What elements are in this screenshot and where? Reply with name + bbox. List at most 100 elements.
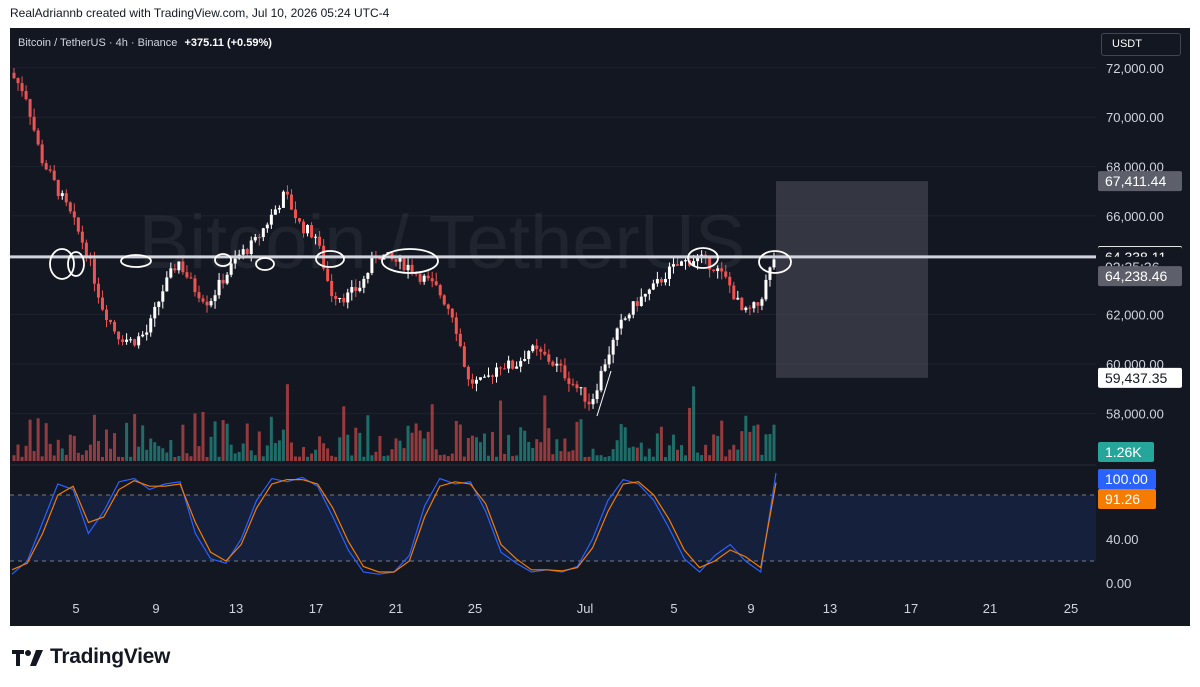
candle: [414, 273, 418, 275]
candle: [486, 375, 490, 377]
price-chart[interactable]: Bitcoin / TetherUS 72,000.00 70,000.00 68,…: [10, 28, 1190, 626]
price-label-bg: [1098, 266, 1182, 287]
candle: [531, 345, 535, 352]
candle: [655, 278, 659, 284]
touch-circle: [214, 253, 232, 267]
candle: [326, 268, 330, 281]
volume-bar: [587, 456, 591, 461]
volume-bar: [169, 440, 173, 461]
time-tick-label: 9: [152, 601, 159, 616]
candle: [145, 332, 149, 335]
candle: [306, 225, 310, 234]
candle: [507, 360, 511, 369]
candle: [474, 379, 478, 384]
volume-bar: [764, 434, 768, 461]
volume-bar: [466, 437, 470, 461]
volume-bar: [531, 447, 535, 461]
volume-bar: [611, 449, 615, 461]
volume-bar: [772, 424, 776, 461]
price-axis: 72,000.00 70,000.00 68,000.00 66,000.00 62,0…: [1106, 61, 1164, 591]
volume-bar: [293, 456, 297, 461]
volume-bar: [269, 416, 273, 461]
volume-bar: [209, 436, 213, 461]
volume-bar: [462, 456, 466, 461]
volume-bar: [724, 456, 728, 461]
candle: [362, 278, 366, 288]
candle: [60, 193, 64, 197]
candle: [696, 255, 700, 262]
currency-button[interactable]: USDT: [1101, 33, 1181, 56]
volume-label-bg: [1098, 442, 1154, 462]
volume-bar: [322, 443, 326, 461]
candle: [257, 236, 261, 238]
volume-bar: [551, 454, 555, 461]
candle: [298, 218, 302, 222]
candle: [724, 271, 728, 277]
volume-bar: [302, 446, 306, 461]
volume-bar: [663, 456, 667, 461]
volume-bar: [458, 424, 462, 461]
candle: [547, 354, 551, 362]
candle: [495, 367, 499, 377]
candle: [752, 302, 756, 309]
volume-bar: [386, 455, 390, 461]
volume-bar: [752, 425, 756, 461]
candle: [466, 366, 470, 380]
candle: [358, 287, 362, 291]
volume-bar: [756, 424, 760, 461]
volume-bar: [736, 449, 740, 461]
candle: [173, 268, 177, 271]
candle: [615, 328, 619, 340]
volume-bar: [104, 429, 108, 461]
candle: [635, 301, 639, 306]
touch-circle: [758, 250, 792, 274]
volume-bar: [491, 431, 495, 461]
volume-bar: [306, 456, 310, 461]
candle: [607, 354, 611, 365]
candle: [458, 333, 462, 347]
candle: [209, 301, 213, 306]
time-tick-label: 5: [72, 601, 79, 616]
candle: [684, 260, 688, 262]
candle: [350, 287, 354, 293]
oscillator-pane: [10, 464, 1096, 575]
candle: [80, 231, 84, 243]
candle: [567, 378, 571, 384]
candle: [728, 276, 732, 286]
candle: [109, 320, 113, 322]
candle: [559, 363, 563, 366]
volume-bar: [659, 426, 663, 461]
volume-bar: [583, 456, 587, 461]
candle: [639, 296, 643, 306]
volume-bar: [442, 454, 446, 461]
candle: [675, 264, 679, 266]
candle: [16, 78, 20, 84]
price-label: 64,238.46: [1105, 268, 1167, 284]
candle: [213, 295, 217, 302]
candles: [12, 67, 776, 411]
candle: [760, 299, 764, 306]
volume-bar: [221, 420, 225, 461]
candle: [543, 351, 547, 355]
volume-bar: [68, 434, 72, 461]
volume-bar: [446, 456, 450, 461]
chart-panel[interactable]: Bitcoin / TetherUS 72,000.00 70,000.00 68,…: [10, 28, 1190, 626]
candle: [768, 267, 772, 280]
brand-name: TradingView: [50, 645, 171, 668]
volume-bar: [748, 431, 752, 461]
symbol-legend[interactable]: Bitcoin / TetherUS · 4h · Binance +375.1…: [18, 37, 272, 49]
candle: [137, 336, 141, 346]
candle: [535, 345, 539, 349]
volume-bar: [567, 451, 571, 461]
candle: [197, 292, 201, 299]
volume-bar: [438, 455, 442, 461]
candle: [503, 368, 507, 370]
candle: [201, 298, 205, 302]
k-value-label: 100.00: [1105, 471, 1148, 487]
volume-bar: [732, 444, 736, 461]
candle: [92, 258, 96, 284]
volume-bar: [52, 455, 56, 461]
volume-bar: [64, 454, 68, 461]
tradingview-brand[interactable]: TradingView: [12, 645, 170, 669]
time-tick-label: 21: [983, 601, 997, 616]
